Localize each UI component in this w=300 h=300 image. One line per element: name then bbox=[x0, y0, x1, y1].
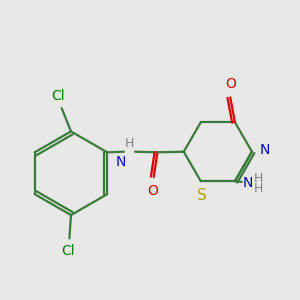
Text: N: N bbox=[243, 176, 253, 190]
Text: H: H bbox=[254, 172, 263, 184]
Text: N: N bbox=[116, 155, 126, 170]
Text: H: H bbox=[125, 137, 134, 150]
Text: O: O bbox=[148, 184, 158, 198]
Text: S: S bbox=[196, 188, 206, 203]
Text: Cl: Cl bbox=[61, 244, 75, 258]
Text: H: H bbox=[254, 182, 263, 194]
Text: N: N bbox=[260, 143, 270, 157]
Text: Cl: Cl bbox=[51, 88, 65, 103]
Text: O: O bbox=[225, 77, 236, 91]
